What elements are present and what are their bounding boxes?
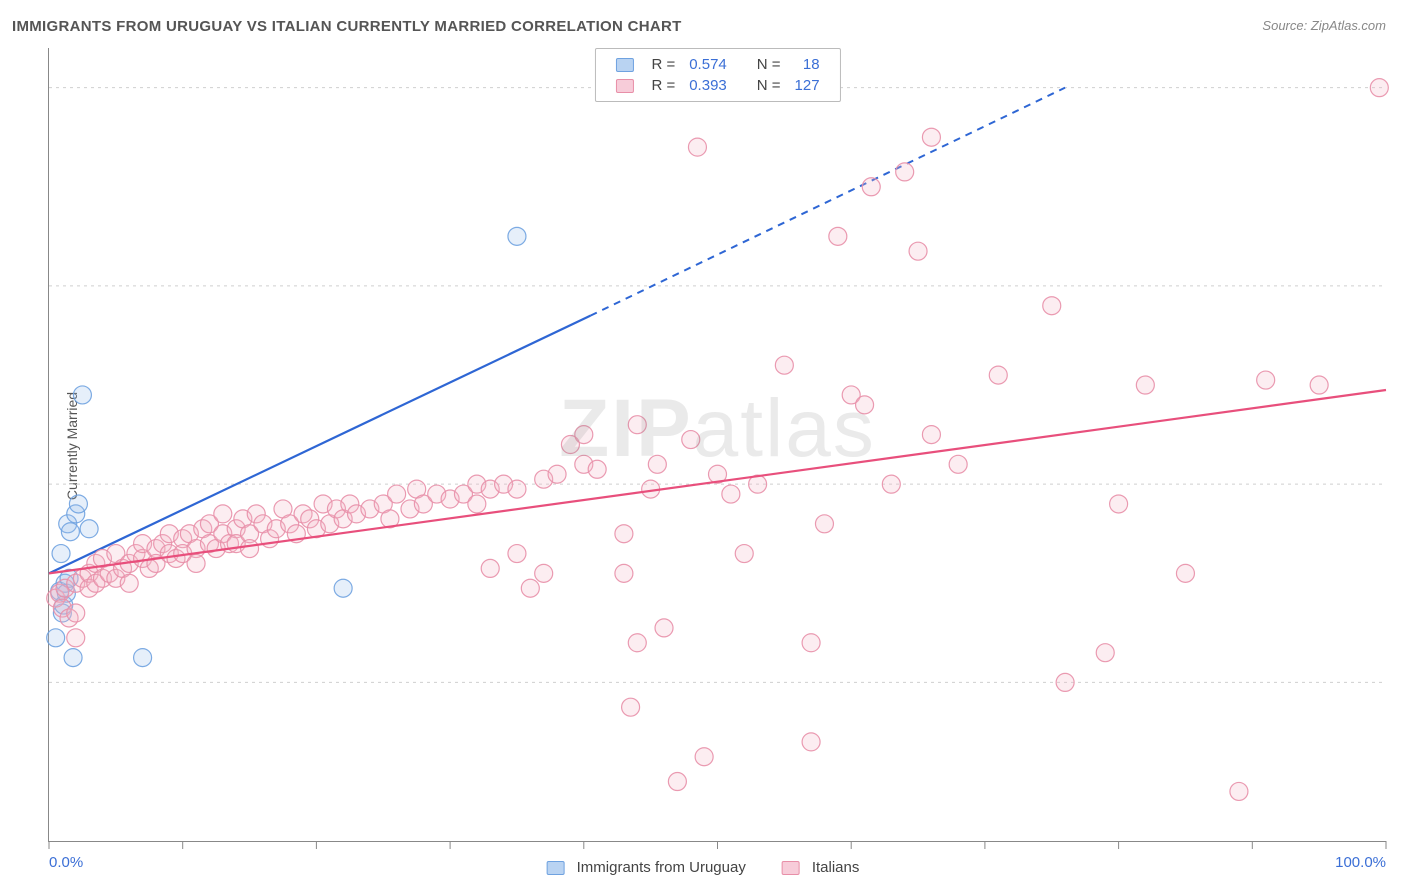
scatter-point-italians (829, 227, 847, 245)
scatter-point-italians (508, 545, 526, 563)
scatter-point-italians (67, 604, 85, 622)
legend-r-label: R = (645, 76, 681, 95)
legend-swatch (615, 79, 633, 93)
scatter-point-italians (575, 426, 593, 444)
scatter-point-uruguay (508, 227, 526, 245)
scatter-point-italians (668, 773, 686, 791)
scatter-point-italians (1310, 376, 1328, 394)
scatter-point-italians (775, 356, 793, 374)
scatter-point-italians (615, 525, 633, 543)
legend-r-label: R = (645, 55, 681, 74)
scatter-point-italians (856, 396, 874, 414)
scatter-point-italians (521, 579, 539, 597)
scatter-point-italians (1043, 297, 1061, 315)
scatter-point-uruguay (134, 649, 152, 667)
scatter-point-italians (241, 540, 259, 558)
scatter-point-italians (815, 515, 833, 533)
legend-n-value: 127 (789, 76, 826, 95)
scatter-point-italians (989, 366, 1007, 384)
scatter-point-italians (628, 416, 646, 434)
x-tick-label: 100.0% (1335, 854, 1386, 871)
scatter-point-italians (67, 629, 85, 647)
scatter-point-uruguay (64, 649, 82, 667)
scatter-point-italians (1230, 782, 1248, 800)
legend-bottom-label: Italians (812, 859, 860, 876)
legend-bottom: Immigrants from Uruguay Italians (547, 859, 860, 876)
scatter-point-italians (1056, 673, 1074, 691)
legend-r-value: 0.393 (683, 76, 733, 95)
scatter-point-italians (1110, 495, 1128, 513)
scatter-point-italians (648, 455, 666, 473)
scatter-point-italians (682, 431, 700, 449)
scatter-point-italians (615, 564, 633, 582)
legend-top-row: R =0.574 N =18 (609, 55, 825, 74)
chart-title: IMMIGRANTS FROM URUGUAY VS ITALIAN CURRE… (12, 18, 682, 35)
scatter-point-italians (1096, 644, 1114, 662)
source-value: ZipAtlas.com (1311, 18, 1386, 33)
regression-line-italians (49, 390, 1386, 573)
scatter-point-italians (862, 178, 880, 196)
scatter-point-italians (1136, 376, 1154, 394)
scatter-point-italians (481, 559, 499, 577)
legend-bottom-item: Immigrants from Uruguay (547, 859, 746, 876)
scatter-point-italians (588, 460, 606, 478)
scatter-point-italians (628, 634, 646, 652)
scatter-point-italians (802, 733, 820, 751)
legend-r-value: 0.574 (683, 55, 733, 74)
scatter-point-uruguay (47, 629, 65, 647)
legend-n-label: N = (751, 55, 787, 74)
scatter-point-italians (722, 485, 740, 503)
legend-top-row: R =0.393 N =127 (609, 76, 825, 95)
scatter-point-italians (735, 545, 753, 563)
scatter-point-italians (802, 634, 820, 652)
scatter-point-italians (214, 505, 232, 523)
legend-swatch (782, 861, 800, 875)
regression-line-dash-uruguay (590, 88, 1065, 316)
scatter-point-italians (922, 128, 940, 146)
source-label: Source: (1262, 18, 1307, 33)
scatter-point-italians (1370, 79, 1388, 97)
scatter-point-italians (622, 698, 640, 716)
scatter-point-italians (882, 475, 900, 493)
scatter-chart-svg (49, 48, 1386, 841)
scatter-point-italians (688, 138, 706, 156)
scatter-point-italians (468, 495, 486, 513)
scatter-point-italians (695, 748, 713, 766)
scatter-point-italians (909, 242, 927, 260)
scatter-point-italians (1176, 564, 1194, 582)
legend-swatch (615, 58, 633, 72)
scatter-point-italians (949, 455, 967, 473)
legend-n-label: N = (751, 76, 787, 95)
scatter-point-italians (1257, 371, 1275, 389)
scatter-point-italians (388, 485, 406, 503)
scatter-point-italians (508, 480, 526, 498)
scatter-point-uruguay (73, 386, 91, 404)
legend-bottom-item: Italians (782, 859, 860, 876)
scatter-point-uruguay (80, 520, 98, 538)
scatter-point-uruguay (334, 579, 352, 597)
scatter-point-italians (655, 619, 673, 637)
scatter-point-italians (120, 574, 138, 592)
legend-n-value: 18 (789, 55, 826, 74)
scatter-point-uruguay (69, 495, 87, 513)
scatter-point-uruguay (52, 545, 70, 563)
scatter-point-italians (535, 564, 553, 582)
legend-bottom-label: Immigrants from Uruguay (577, 859, 746, 876)
x-tick-label: 0.0% (49, 854, 83, 871)
scatter-point-uruguay (61, 523, 79, 541)
plot-area: ZIPatlas R =0.574N =18R =0.393N =127 40.… (48, 48, 1386, 842)
scatter-point-italians (922, 426, 940, 444)
chart-source: Source: ZipAtlas.com (1262, 18, 1386, 33)
scatter-point-italians (896, 163, 914, 181)
scatter-point-italians (187, 554, 205, 572)
legend-swatch (547, 861, 565, 875)
scatter-point-italians (548, 465, 566, 483)
legend-top: R =0.574 N =18 R =0.393 N =127 (594, 48, 840, 102)
